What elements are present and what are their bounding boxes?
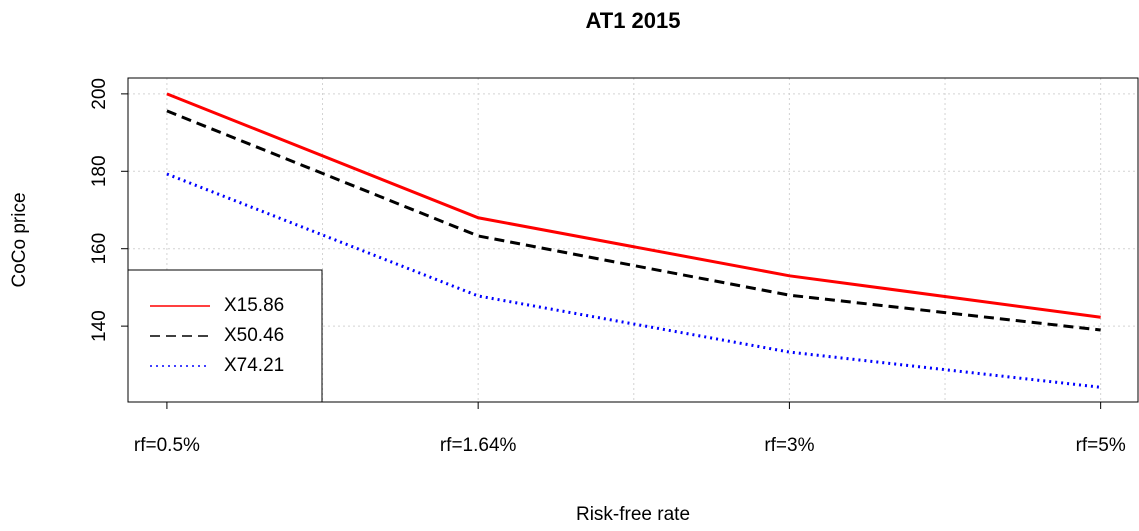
data-line (166, 172, 1101, 389)
legend-label: X15.86 (224, 295, 284, 316)
y-axis-label: CoCo price (9, 192, 30, 287)
y-tick-label: 160 (89, 233, 110, 265)
legend-label: X50.46 (224, 325, 284, 346)
x-tick-label: rf=5% (1076, 435, 1126, 456)
plot-frame (127, 77, 1139, 403)
legend-label: X74.21 (224, 355, 284, 376)
x-tick-label: rf=0.5% (134, 435, 200, 456)
legend-box (127, 269, 323, 403)
data-line (166, 109, 1101, 332)
x-axis-label: Risk-free rate (576, 504, 690, 525)
y-tick-label: 200 (89, 78, 110, 110)
x-tick-label: rf=1.64% (440, 435, 517, 456)
y-tick-label: 140 (89, 310, 110, 342)
x-tick-label: rf=3% (764, 435, 814, 456)
chart-title: AT1 2015 (586, 8, 681, 33)
data-line (166, 92, 1101, 319)
y-tick-label: 180 (89, 155, 110, 187)
